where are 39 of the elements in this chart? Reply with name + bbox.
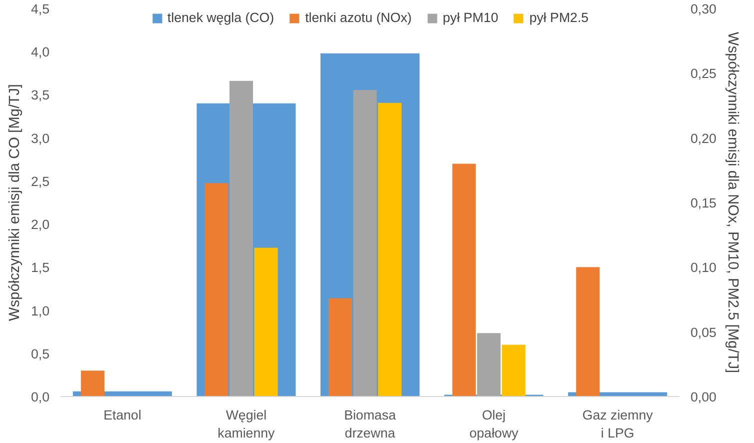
bar bbox=[477, 333, 501, 396]
x-tick-label: Biomasa drzewna bbox=[344, 408, 397, 440]
bar bbox=[452, 164, 476, 396]
x-tick-label: Etanol bbox=[104, 408, 142, 422]
bar bbox=[576, 267, 600, 396]
y2-tick-label: 0,30 bbox=[690, 2, 716, 16]
x-tick-label: Węgiel kamienny bbox=[218, 408, 276, 440]
y-tick-label: 4,0 bbox=[30, 44, 50, 60]
bar bbox=[229, 80, 254, 396]
x-tick-label: Gaz ziemny i LPG bbox=[582, 408, 654, 440]
y-tick-label: 4,5 bbox=[30, 2, 50, 16]
y-tick-label: 0,0 bbox=[30, 390, 50, 404]
legend-label: tlenki azotu (NOx) bbox=[305, 10, 412, 25]
y-tick-label: 0,5 bbox=[30, 346, 50, 362]
y2-tick-label: 0,00 bbox=[690, 390, 716, 404]
bar bbox=[328, 298, 352, 396]
bar bbox=[80, 370, 104, 396]
y2-tick-label: 0,05 bbox=[690, 324, 716, 340]
y-axis-title: Współczynniki emisji dla CO [Mg/TJ] bbox=[6, 84, 23, 321]
y2-tick-label: 0,10 bbox=[690, 260, 716, 276]
legend-label: tlenek węgla (CO) bbox=[167, 10, 274, 25]
y2-tick-label: 0,25 bbox=[690, 66, 716, 82]
y-tick-label: 1,0 bbox=[30, 303, 50, 318]
bar bbox=[204, 183, 228, 396]
bar bbox=[254, 248, 278, 396]
legend-label: pył PM2.5 bbox=[529, 10, 589, 25]
y2-axis-title: Współczynniki emisji dla NOx, PM10, PM2.5 [Mg/TJ] bbox=[724, 32, 740, 374]
y2-tick-label: 0,20 bbox=[690, 130, 716, 146]
y-tick-label: 3,5 bbox=[30, 88, 50, 103]
legend-label: pył PM10 bbox=[442, 10, 498, 25]
y-tick-label: 1,5 bbox=[30, 260, 50, 276]
y-tick-label: 2,0 bbox=[30, 217, 50, 232]
y-tick-label: 2,5 bbox=[30, 174, 50, 189]
bar bbox=[353, 90, 377, 396]
bar bbox=[378, 102, 402, 396]
y-tick-label: 3,0 bbox=[30, 130, 50, 146]
x-tick-label: Olej opałowy bbox=[469, 408, 519, 440]
bar bbox=[502, 344, 526, 396]
y2-tick-label: 0,15 bbox=[690, 196, 716, 210]
